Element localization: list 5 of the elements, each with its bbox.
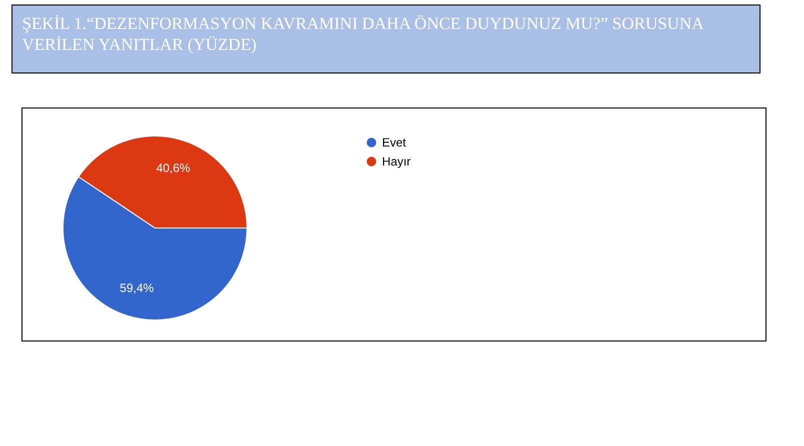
legend-label: Evet: [382, 136, 407, 150]
chart-title: ŞEKİL 1.“DEZENFORMASYON KAVRAMINI DAHA ÖNCE DUYDUNUZ MU?” SORUSUNA VERİLEN YANITLAR (YÜZDE): [22, 14, 705, 54]
data-label: 40,6%: [156, 161, 191, 176]
data-label: 59,4%: [120, 280, 154, 295]
legend-label: Hayır: [382, 154, 411, 168]
